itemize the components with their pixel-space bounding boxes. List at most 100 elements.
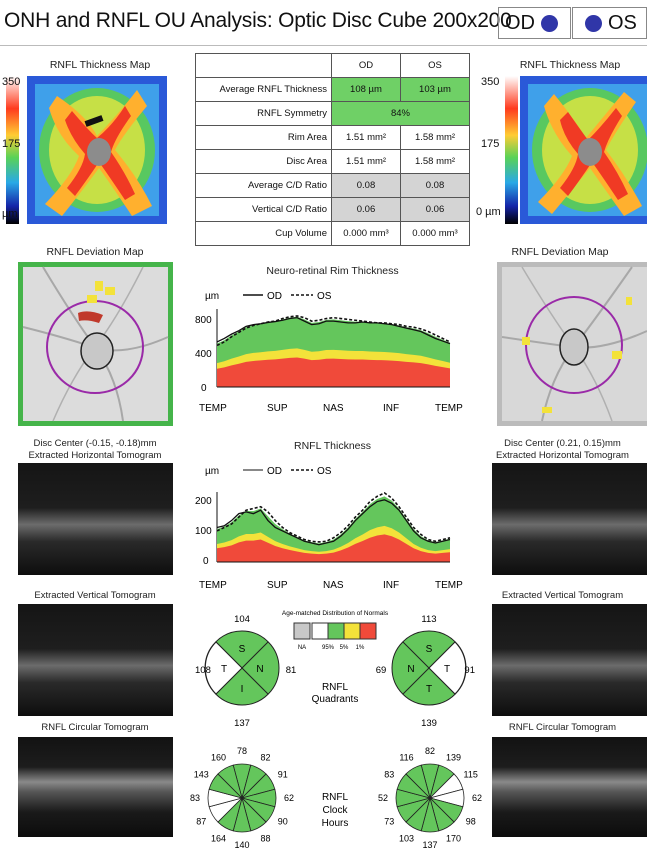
os-quadrant-i-value: 139	[421, 718, 437, 729]
rnfl-xtick: TEMP	[435, 580, 463, 591]
od-thickness-map	[27, 76, 167, 224]
rnfl-xtick: TEMP	[199, 580, 227, 591]
os-quadrant-letter: T	[444, 664, 450, 675]
rnfl-xtick: SUP	[267, 580, 288, 591]
od-thickness-scale	[6, 76, 19, 224]
row-label: Average RNFL Thickness	[195, 77, 332, 102]
row-label: RNFL Symmetry	[195, 101, 332, 126]
row-label: Average C/D Ratio	[195, 173, 332, 198]
rim-xtick: TEMP	[199, 403, 227, 414]
clock-hour-value: 78	[237, 746, 247, 756]
table-header-os: OS	[400, 53, 470, 78]
od-deviation-title: RNFL Deviation Map	[46, 246, 144, 258]
od-quadrant-letter: I	[241, 684, 244, 695]
clock-hour-value: 115	[464, 770, 478, 780]
os-thickness-scale	[505, 76, 518, 224]
od-quadrant-i-value: 137	[234, 718, 250, 729]
od-quadrant-t-value: 108	[195, 665, 211, 676]
row-label: Cup Volume	[195, 221, 332, 246]
clock-hour-value: 73	[384, 817, 394, 827]
legend-swatch-red	[359, 622, 377, 640]
rim-plot-area	[216, 315, 451, 388]
rnfl-chart-title: RNFL Thickness	[293, 440, 372, 452]
quadrants-label-1: RNFL	[322, 682, 349, 693]
od-deviation-map	[18, 262, 173, 426]
normal-band-red	[217, 534, 450, 562]
od-fundus-image	[22, 266, 169, 422]
od-quadrant-letter: T	[221, 664, 227, 675]
os-value: 0.000 mm³	[400, 221, 470, 246]
clock-sector	[217, 764, 243, 800]
rim-xtick: TEMP	[435, 403, 463, 414]
os-value: 0.06	[400, 197, 470, 222]
table-row: Average RNFL Thickness 108 µm 103 µm	[195, 77, 470, 102]
os-value: 103 µm	[400, 77, 470, 102]
series-line-od	[216, 316, 451, 345]
clock-hour-value: 82	[425, 746, 435, 756]
row-label: Disc Area	[195, 149, 332, 174]
rim-unit: µm	[205, 291, 219, 302]
rnfl-plot-area	[216, 491, 451, 563]
os-horizontal-tomogram	[492, 463, 647, 575]
os-value: 0.08	[400, 173, 470, 198]
os-vertical-tomogram	[492, 604, 647, 716]
os-scale-mid: 175	[481, 138, 500, 150]
rim-xtick: SUP	[267, 403, 288, 414]
os-quadrant-s-value: 113	[421, 614, 436, 625]
table-header-row: OD OS	[195, 53, 470, 78]
od-circular-title: RNFL Circular Tomogram	[41, 722, 149, 733]
symmetry-value: 84%	[331, 101, 470, 126]
od-quadrant-circle: S N I T	[204, 630, 280, 706]
os-quadrant-t-value: 91	[464, 665, 475, 676]
od-value: 1.51 mm²	[331, 125, 401, 150]
od-quadrant-s-value: 104	[234, 614, 250, 625]
od-circular-tomogram	[18, 737, 173, 837]
table-row: Disc Area 1.51 mm² 1.58 mm²	[195, 149, 470, 174]
clock-label-3: Hours	[322, 818, 349, 829]
os-quadrant-letter: S	[426, 644, 433, 655]
od-scale-max: 350	[2, 76, 21, 88]
od-scale-mid: 175	[2, 138, 21, 150]
clock-hour-value: 140	[234, 840, 249, 850]
os-disc-center: Disc Center (0.21, 0.15)mm	[504, 438, 621, 449]
os-eye-indicator: OS	[572, 7, 647, 39]
os-label: OS	[608, 11, 637, 34]
report-title: ONH and RNFL OU Analysis: Optic Disc Cub…	[4, 9, 512, 32]
od-quadrant-letter: S	[239, 644, 246, 655]
clock-hour-value: 62	[472, 793, 482, 803]
od-value: 1.51 mm²	[331, 149, 401, 174]
os-scale-unit: 0 µm	[476, 206, 501, 218]
os-deviation-title: RNFL Deviation Map	[511, 246, 609, 258]
clock-hour-value: 82	[260, 752, 270, 762]
normal-band-red	[217, 357, 450, 387]
table-header-od: OD	[331, 53, 401, 78]
od-horizontal-tomogram	[18, 463, 173, 575]
os-quadrant-letter: N	[407, 664, 414, 675]
report-header: ONH and RNFL OU Analysis: Optic Disc Cub…	[0, 0, 647, 46]
clock-hour-value: 103	[399, 834, 414, 844]
od-vertical-title: Extracted Vertical Tomogram	[34, 590, 156, 601]
rim-ytick: 400	[195, 349, 212, 360]
rnfl-thickness-chart: µm OD OS 200 100 0 TEMP SUP NAS INF TEMP	[195, 466, 463, 591]
os-deviation-map	[497, 262, 647, 426]
clock-label-1: RNFL	[322, 792, 349, 803]
series-line-os	[216, 491, 451, 543]
legend-label: NA	[298, 645, 306, 651]
rnfl-legend-od: OD	[267, 466, 282, 477]
clock-sector	[405, 764, 431, 800]
os-quadrant-n-value: 69	[376, 665, 387, 676]
clock-hour-value: 160	[211, 752, 226, 762]
od-eye-indicator: OD	[498, 7, 571, 39]
od-vertical-tomogram	[18, 604, 173, 716]
rim-legend-od: OD	[267, 291, 282, 302]
normals-distribution-legend: Age-matched Distribution of Normals NA 9…	[282, 610, 389, 651]
quadrants-label-2: Quadrants	[312, 694, 359, 705]
legend-label: 5%	[340, 645, 349, 651]
legend-label: 95%	[322, 645, 335, 651]
os-scale-max: 350	[481, 76, 500, 88]
os-circular-title: RNFL Circular Tomogram	[508, 722, 617, 733]
rnfl-legend-os: OS	[317, 466, 332, 477]
os-fundus-image	[501, 266, 647, 422]
